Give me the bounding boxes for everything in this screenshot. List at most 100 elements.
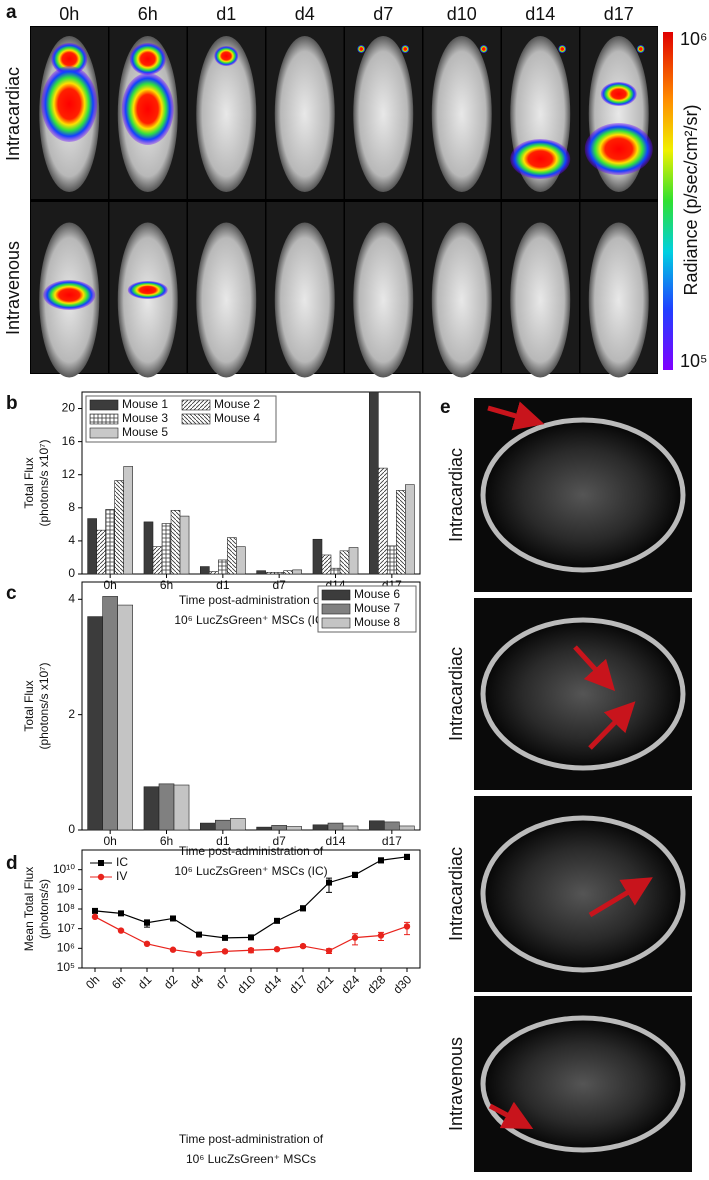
x-tick-label: d4 bbox=[187, 972, 207, 992]
marker bbox=[378, 857, 384, 864]
x-tick-label: d21 bbox=[312, 972, 336, 996]
arrow bbox=[588, 877, 653, 918]
marker bbox=[144, 919, 150, 926]
bar bbox=[152, 546, 163, 575]
marker bbox=[92, 907, 98, 914]
mouse-body bbox=[588, 222, 649, 378]
mouse-body bbox=[117, 222, 178, 378]
marker bbox=[169, 946, 177, 953]
bar bbox=[230, 818, 246, 831]
y-tick-label: 10⁷ bbox=[57, 921, 75, 935]
bar bbox=[384, 821, 400, 831]
bar bbox=[227, 537, 237, 575]
x-tick-label: 6h bbox=[160, 578, 173, 592]
x-tick-label: d1 bbox=[135, 972, 155, 992]
panel-label: e bbox=[440, 397, 451, 418]
marker bbox=[273, 946, 281, 953]
mri-body bbox=[480, 617, 686, 771]
x-tick-label: d7 bbox=[272, 834, 286, 848]
bar bbox=[368, 391, 379, 575]
legend-label: IC bbox=[116, 855, 128, 869]
signal bbox=[401, 45, 410, 53]
legend-label: Mouse 1 bbox=[122, 397, 168, 411]
time-label: d10 bbox=[447, 4, 477, 24]
x-tick-label: d1 bbox=[216, 834, 230, 848]
x-tick-label: d24 bbox=[338, 972, 362, 996]
bar bbox=[87, 518, 97, 575]
y-tick-label: 4 bbox=[68, 591, 75, 605]
x-tick-label: d1 bbox=[216, 578, 230, 592]
marker bbox=[221, 948, 229, 955]
marker bbox=[118, 910, 124, 917]
marker bbox=[326, 879, 332, 886]
marker bbox=[196, 931, 202, 938]
bar bbox=[200, 566, 210, 575]
bar bbox=[342, 825, 359, 831]
legend-swatch bbox=[321, 617, 351, 629]
colorbar-min: 10⁵ bbox=[680, 351, 707, 371]
time-label: 6h bbox=[138, 4, 158, 24]
bar bbox=[274, 572, 284, 575]
bar bbox=[161, 523, 172, 575]
bar bbox=[173, 784, 190, 831]
colorbar-max: 10⁶ bbox=[680, 29, 707, 49]
marker bbox=[170, 915, 176, 922]
x-tick-label: 6h bbox=[160, 834, 173, 848]
marker bbox=[91, 913, 99, 921]
panel-label: b bbox=[6, 393, 18, 414]
mouse-body bbox=[431, 36, 492, 192]
y-axis-label: (photons/s x10⁷) bbox=[37, 662, 51, 749]
time-label: d17 bbox=[604, 4, 634, 24]
legend-label: Mouse 7 bbox=[354, 601, 400, 615]
y-tick-label: 8 bbox=[68, 500, 75, 514]
x-axis-label: 10⁶ LucZsGreen⁺ MSCs (IC) bbox=[174, 864, 327, 878]
bar bbox=[330, 567, 341, 575]
signal bbox=[121, 73, 174, 145]
marker bbox=[300, 905, 306, 912]
y-axis-label: (photons/s x10⁷) bbox=[37, 439, 51, 526]
legend-swatch bbox=[181, 413, 211, 425]
marker bbox=[325, 947, 333, 954]
y-tick-label: 0 bbox=[68, 822, 75, 836]
marker bbox=[247, 947, 255, 954]
mri-body bbox=[480, 815, 686, 973]
marker bbox=[403, 923, 411, 930]
bar bbox=[170, 509, 181, 575]
x-tick-label: d17 bbox=[286, 972, 310, 996]
marker bbox=[351, 934, 359, 941]
y-tick-label: 10⁸ bbox=[57, 901, 75, 915]
legend-label: Mouse 2 bbox=[214, 397, 260, 411]
mri-body bbox=[480, 1015, 686, 1153]
signal bbox=[510, 139, 571, 179]
legend-label: Mouse 5 bbox=[122, 425, 168, 439]
signal bbox=[129, 43, 166, 75]
legend-label: Mouse 3 bbox=[122, 411, 168, 425]
bar bbox=[158, 783, 175, 831]
legend-marker bbox=[98, 860, 104, 866]
legend-marker bbox=[97, 873, 105, 881]
bar bbox=[87, 616, 103, 831]
x-axis-label: 10⁶ LucZsGreen⁺ MSCs (IC) bbox=[174, 613, 327, 627]
bar bbox=[117, 604, 134, 831]
x-tick-label: 0h bbox=[103, 578, 116, 592]
signal bbox=[41, 66, 98, 142]
bar bbox=[218, 559, 228, 575]
panel-label: d bbox=[6, 853, 18, 874]
arrow bbox=[488, 1101, 534, 1130]
x-tick-label: d14 bbox=[325, 834, 345, 848]
bar bbox=[292, 569, 303, 575]
bar bbox=[209, 571, 219, 575]
y-tick-label: 10⁹ bbox=[57, 882, 76, 896]
colorbar-title: Radiance (p/sec/cm²/sr) bbox=[681, 104, 701, 295]
bar bbox=[387, 545, 397, 575]
y-tick-label: 10¹⁰ bbox=[53, 862, 75, 876]
legend-swatch bbox=[89, 399, 119, 411]
bar bbox=[200, 822, 216, 831]
time-label: d1 bbox=[216, 4, 236, 24]
marker bbox=[222, 934, 228, 941]
x-tick-label: d10 bbox=[234, 972, 258, 996]
legend-swatch bbox=[321, 589, 351, 601]
legend-label: Mouse 6 bbox=[354, 587, 400, 601]
x-axis-label: Time post-administration of bbox=[179, 593, 324, 607]
